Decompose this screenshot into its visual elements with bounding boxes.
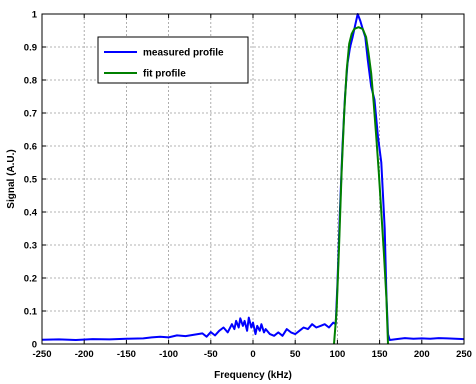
legend-label-fit: fit profile	[143, 69, 186, 80]
y-tick-label: 0.4	[24, 208, 38, 219]
x-tick-label: -200	[75, 349, 94, 360]
series-line-measured	[41, 13, 465, 341]
x-tick-labels: -250 -200 -150 -100 -50 0 50 100 150 200 250	[32, 349, 471, 360]
x-tick-label: 250	[456, 349, 472, 360]
y-tick-label: 0.9	[24, 43, 37, 54]
x-tick-label: 0	[250, 349, 255, 360]
x-tick-label: -150	[117, 349, 136, 360]
y-axis-label: Signal (A.U.)	[6, 149, 17, 208]
x-tick-label: 50	[290, 349, 301, 360]
x-tick-label: 200	[414, 349, 430, 360]
y-tick-label: 0.2	[24, 274, 37, 285]
x-tick-label: -50	[204, 349, 218, 360]
y-tick-labels: 0 0.1 0.2 0.3 0.4 0.5 0.6 0.7 0.8 0.9 1	[24, 10, 38, 351]
axis-ticks	[41, 13, 465, 345]
series-line-fit	[333, 26, 389, 345]
legend-box	[97, 36, 249, 84]
y-tick-label: 0.8	[24, 76, 37, 87]
series-layer	[41, 13, 465, 345]
y-tick-label: 0.1	[24, 307, 38, 318]
x-tick-label: 150	[372, 349, 388, 360]
y-tick-label: 1	[32, 10, 38, 21]
legend-label-measured: measured profile	[143, 48, 224, 59]
x-tick-label: -250	[32, 349, 51, 360]
x-tick-label: 100	[329, 349, 345, 360]
y-tick-label: 0.7	[24, 109, 37, 120]
x-tick-label: -100	[159, 349, 178, 360]
y-tick-label: 0.5	[24, 175, 38, 186]
legend: measured profile fit profile	[97, 36, 249, 84]
x-axis-label: Frequency (kHz)	[214, 370, 292, 381]
y-tick-label: 0	[32, 340, 37, 351]
y-tick-label: 0.3	[24, 241, 37, 252]
y-tick-label: 0.6	[24, 142, 37, 153]
